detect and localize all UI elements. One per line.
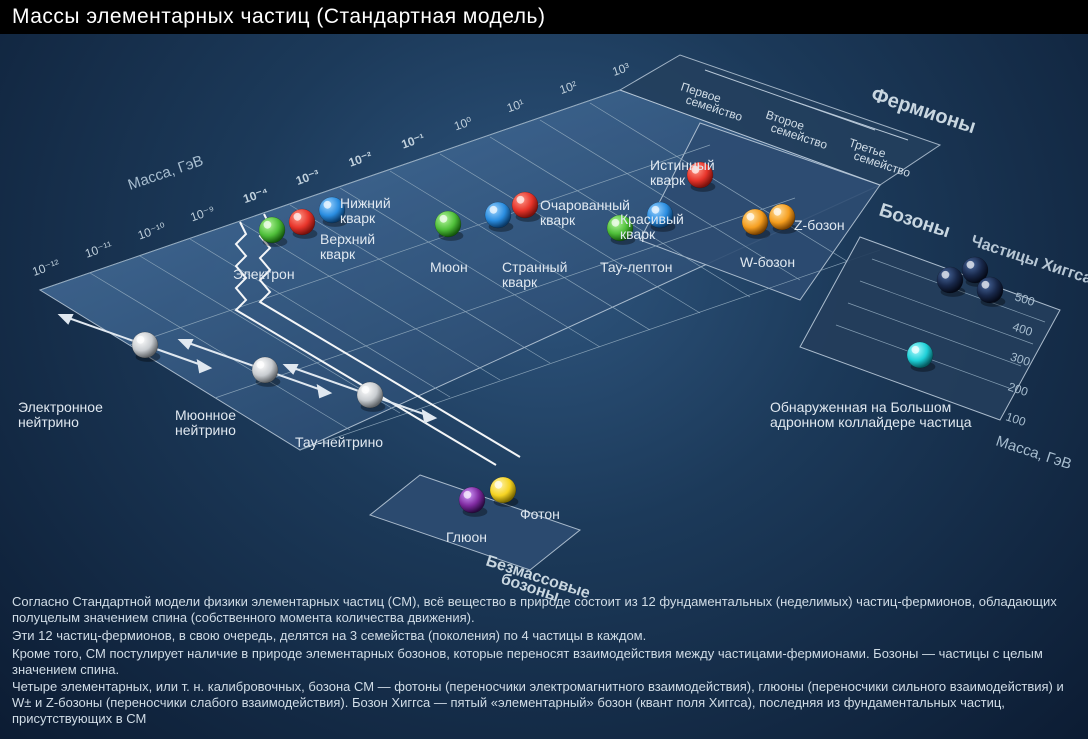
fermion-plane (40, 55, 940, 465)
mass-axis-label-higgs: Масса, ГэВ (994, 433, 1074, 473)
mass-tick: 10⁻⁴ (241, 185, 270, 207)
mass-tick: 10⁻² (347, 149, 374, 170)
particle-фотон (490, 477, 518, 507)
particle-глюон (459, 487, 487, 517)
mass-axis-label: Масса, ГэВ (126, 152, 206, 194)
mass-tick: 10⁻³ (294, 167, 321, 188)
higgs-mass-tick: 100 (1004, 410, 1028, 430)
title-bar: Массы элементарных частиц (Стандартная м… (0, 0, 1088, 34)
mass-tick: 10⁻¹⁰ (136, 220, 168, 243)
mass-tick: 10³ (610, 60, 631, 79)
mass-tick: 10⁻⁹ (189, 203, 217, 224)
caption-line: Эти 12 частиц-фермионов, в свою очередь,… (12, 628, 1076, 644)
caption-line: Четыре элементарных, или т. н. калиброво… (12, 679, 1076, 727)
particle-x (977, 277, 1005, 307)
mass-tick: 10⁻¹¹ (83, 238, 114, 260)
mass-tick: 10¹ (505, 96, 526, 115)
caption-line: Кроме того, СМ постулирует наличие в при… (12, 646, 1076, 678)
section-bosons: Бозоны (876, 200, 952, 243)
page-title: Массы элементарных частиц (Стандартная м… (12, 5, 545, 29)
mass-tick: 10² (558, 78, 579, 97)
particle-x (937, 267, 965, 297)
mass-tick: 10⁻¹ (400, 131, 427, 152)
mass-tick: 10⁰ (452, 114, 474, 133)
mass-tick: 10⁻¹² (30, 257, 61, 279)
caption-line: Согласно Стандартной модели физики элеме… (12, 594, 1076, 626)
caption-block: Согласно Стандартной модели физики элеме… (12, 594, 1076, 729)
